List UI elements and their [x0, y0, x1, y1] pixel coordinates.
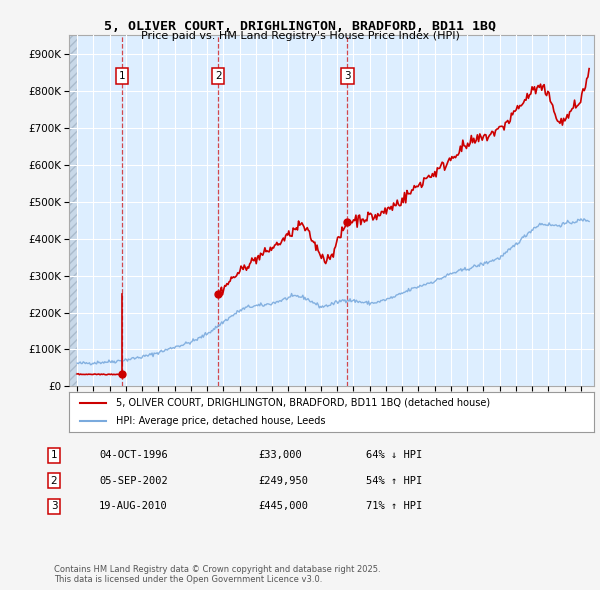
Text: £445,000: £445,000 [258, 502, 308, 511]
Text: £33,000: £33,000 [258, 451, 302, 460]
Text: HPI: Average price, detached house, Leeds: HPI: Average price, detached house, Leed… [116, 416, 326, 426]
Text: £249,950: £249,950 [258, 476, 308, 486]
Text: 3: 3 [344, 71, 351, 81]
Text: 04-OCT-1996: 04-OCT-1996 [99, 451, 168, 460]
Text: 64% ↓ HPI: 64% ↓ HPI [366, 451, 422, 460]
Text: 71% ↑ HPI: 71% ↑ HPI [366, 502, 422, 511]
Text: 05-SEP-2002: 05-SEP-2002 [99, 476, 168, 486]
Text: 5, OLIVER COURT, DRIGHLINGTON, BRADFORD, BD11 1BQ: 5, OLIVER COURT, DRIGHLINGTON, BRADFORD,… [104, 20, 496, 33]
Text: 54% ↑ HPI: 54% ↑ HPI [366, 476, 422, 486]
Text: 3: 3 [50, 502, 58, 511]
Text: 1: 1 [50, 451, 58, 460]
Bar [69, 35, 77, 386]
Text: Price paid vs. HM Land Registry's House Price Index (HPI): Price paid vs. HM Land Registry's House … [140, 31, 460, 41]
Text: 2: 2 [50, 476, 58, 486]
Text: Contains HM Land Registry data © Crown copyright and database right 2025.
This d: Contains HM Land Registry data © Crown c… [54, 565, 380, 584]
Text: 1: 1 [119, 71, 125, 81]
Text: 19-AUG-2010: 19-AUG-2010 [99, 502, 168, 511]
Text: 2: 2 [215, 71, 221, 81]
Text: 5, OLIVER COURT, DRIGHLINGTON, BRADFORD, BD11 1BQ (detached house): 5, OLIVER COURT, DRIGHLINGTON, BRADFORD,… [116, 398, 490, 408]
